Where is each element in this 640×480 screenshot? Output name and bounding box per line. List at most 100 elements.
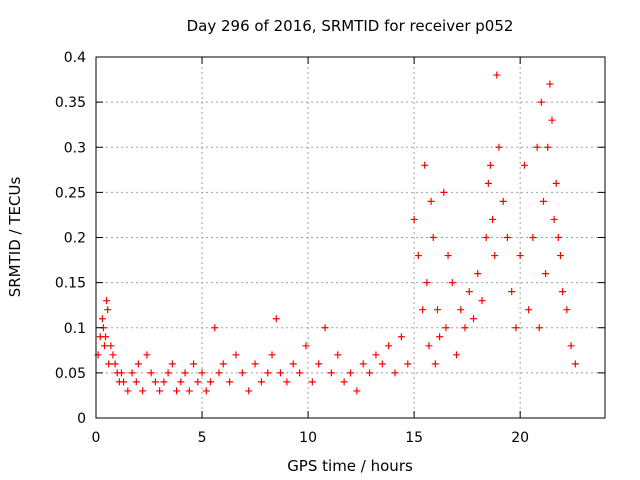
data-point bbox=[482, 234, 490, 241]
data-point bbox=[98, 315, 106, 323]
data-point bbox=[421, 161, 429, 169]
data-point bbox=[550, 215, 558, 223]
data-point bbox=[173, 387, 181, 395]
y-axis-title: SRMTID / TECUs bbox=[6, 177, 24, 298]
data-point bbox=[491, 252, 499, 260]
data-point bbox=[296, 369, 304, 377]
data-point bbox=[117, 369, 125, 377]
data-point bbox=[520, 161, 528, 169]
data-point bbox=[544, 143, 552, 151]
data-point bbox=[215, 369, 223, 377]
y-tick-label: 0.25 bbox=[55, 185, 86, 201]
data-point bbox=[537, 98, 545, 106]
data-point bbox=[109, 351, 117, 359]
data-point bbox=[128, 369, 136, 377]
x-tick-label: 0 bbox=[92, 430, 101, 446]
data-point bbox=[268, 351, 276, 359]
data-point bbox=[111, 360, 119, 368]
data-point bbox=[151, 378, 159, 386]
scatter-points bbox=[94, 71, 579, 395]
data-point bbox=[548, 116, 556, 124]
data-point bbox=[143, 351, 151, 359]
data-point bbox=[404, 360, 412, 368]
data-point bbox=[546, 80, 554, 88]
data-point bbox=[124, 387, 132, 395]
data-point bbox=[552, 179, 560, 187]
data-point bbox=[177, 378, 185, 386]
data-point bbox=[190, 360, 198, 368]
data-point bbox=[334, 351, 342, 359]
data-point bbox=[194, 378, 202, 386]
data-point bbox=[251, 360, 259, 368]
x-axis-title: GPS time / hours bbox=[287, 457, 413, 475]
data-point bbox=[440, 188, 448, 196]
data-point bbox=[539, 197, 547, 205]
data-point bbox=[493, 71, 501, 79]
data-point bbox=[457, 306, 465, 314]
data-point bbox=[554, 234, 562, 241]
data-point bbox=[283, 378, 291, 386]
axis-ticks bbox=[95, 56, 605, 419]
data-point bbox=[132, 378, 140, 386]
data-point bbox=[302, 342, 310, 350]
data-point bbox=[168, 360, 176, 368]
chart-title: Day 296 of 2016, SRMTID for receiver p05… bbox=[187, 17, 514, 35]
data-point bbox=[185, 387, 193, 395]
data-point bbox=[147, 369, 155, 377]
data-point bbox=[359, 360, 367, 368]
data-point bbox=[542, 270, 550, 278]
y-tick-label: 0.3 bbox=[64, 140, 86, 156]
data-point bbox=[202, 387, 210, 395]
data-point bbox=[470, 315, 478, 323]
data-point bbox=[211, 324, 219, 332]
data-point bbox=[385, 342, 393, 350]
data-point bbox=[461, 324, 469, 332]
grid bbox=[96, 57, 605, 418]
data-point bbox=[257, 378, 265, 386]
data-point bbox=[372, 351, 380, 359]
data-point bbox=[315, 360, 323, 368]
data-point bbox=[103, 297, 111, 305]
data-point bbox=[102, 333, 110, 341]
data-point bbox=[264, 369, 272, 377]
data-point bbox=[104, 306, 112, 314]
data-point bbox=[525, 306, 533, 314]
data-point bbox=[512, 324, 520, 332]
data-point bbox=[105, 360, 113, 368]
data-point bbox=[277, 369, 285, 377]
y-tick-label: 0.4 bbox=[64, 50, 86, 66]
data-point bbox=[391, 369, 399, 377]
data-point bbox=[508, 288, 516, 296]
data-point bbox=[478, 297, 486, 305]
data-point bbox=[414, 252, 422, 260]
data-point bbox=[181, 369, 189, 377]
x-tick-label: 5 bbox=[198, 430, 207, 446]
data-point bbox=[484, 179, 492, 187]
data-point bbox=[226, 378, 234, 386]
y-tick-label: 0.15 bbox=[55, 276, 86, 292]
data-point bbox=[207, 378, 215, 386]
data-point bbox=[423, 279, 431, 287]
data-point bbox=[465, 288, 473, 296]
data-point bbox=[245, 387, 253, 395]
data-point bbox=[503, 234, 511, 241]
data-point bbox=[429, 234, 437, 241]
data-point bbox=[100, 342, 108, 350]
data-point bbox=[533, 143, 541, 151]
data-point bbox=[156, 387, 164, 395]
data-point bbox=[444, 252, 452, 260]
data-point bbox=[431, 360, 439, 368]
y-tick-label: 0.2 bbox=[64, 231, 86, 247]
data-point bbox=[289, 360, 297, 368]
y-tick-label: 0.05 bbox=[55, 366, 86, 382]
data-point bbox=[347, 369, 354, 377]
data-point bbox=[474, 270, 482, 278]
data-point bbox=[425, 342, 433, 350]
x-tick-label: 15 bbox=[405, 430, 423, 446]
data-point bbox=[529, 234, 537, 241]
x-tick-label: 20 bbox=[511, 430, 529, 446]
data-point bbox=[120, 378, 128, 386]
data-point bbox=[453, 351, 461, 359]
data-point bbox=[134, 360, 142, 368]
